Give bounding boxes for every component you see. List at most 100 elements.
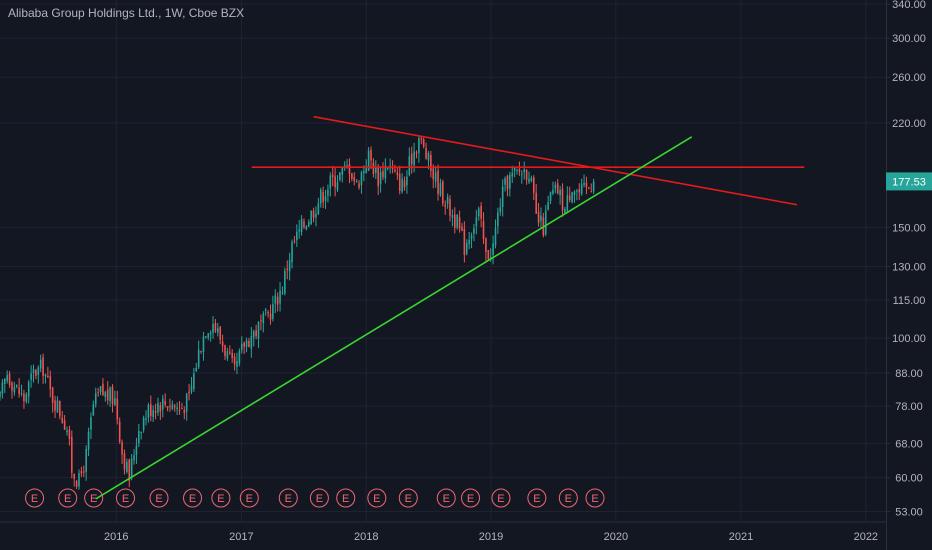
candle (262, 311, 265, 333)
candle-body (578, 189, 581, 193)
candle (375, 160, 377, 179)
candle-body (477, 208, 480, 217)
earnings-badge-label: E (285, 493, 292, 505)
candle (66, 426, 68, 436)
candle-body (327, 189, 329, 196)
candle-body (334, 176, 336, 188)
candle-body (363, 170, 365, 174)
candle (336, 175, 339, 193)
candle (99, 386, 102, 396)
earnings-badge-circle (336, 488, 356, 508)
candle (430, 150, 432, 178)
candle-body (250, 336, 253, 349)
candle (343, 161, 346, 171)
candle-body (23, 393, 25, 402)
earnings-badge-circle (149, 488, 169, 508)
candle-body (480, 205, 482, 219)
candle-body (384, 165, 387, 179)
candle (482, 212, 485, 245)
candle-body (552, 189, 554, 194)
candle-body (217, 328, 219, 333)
candle (504, 176, 506, 192)
candle-body (592, 181, 595, 192)
candle (27, 379, 30, 404)
candle (169, 398, 171, 412)
candle-body (432, 168, 435, 180)
candle-body (317, 203, 320, 215)
candle-body (353, 176, 356, 181)
candle (580, 178, 583, 196)
candle-body (54, 400, 56, 411)
earnings-badge: E (278, 488, 298, 508)
earnings-badge-label: E (316, 493, 323, 505)
candle (228, 345, 231, 356)
earnings-badge-circle (558, 488, 578, 508)
candle (212, 316, 214, 339)
candle (30, 365, 32, 388)
candle-body (408, 156, 411, 176)
candle-body (377, 166, 379, 187)
candle (475, 209, 478, 235)
time-axis-tick-label: 2019 (479, 531, 503, 543)
candle-body (549, 192, 552, 201)
candle-body (80, 471, 83, 474)
candle-body (468, 239, 470, 244)
candle (68, 425, 71, 446)
candle-body (85, 449, 87, 472)
candle-body (485, 238, 487, 253)
candle (351, 172, 353, 182)
candle-body (255, 330, 257, 337)
candle-body (71, 436, 73, 473)
candle (585, 176, 588, 195)
candle (18, 378, 20, 398)
earnings-badge: E (585, 488, 605, 508)
candle-body (499, 207, 502, 213)
candle-body (238, 350, 241, 364)
candle-body (564, 209, 566, 214)
candle-body (61, 417, 64, 423)
candle (446, 193, 449, 209)
candle-body (126, 462, 128, 472)
candle (583, 174, 585, 188)
candle-body (336, 182, 339, 190)
candle-body (135, 445, 138, 456)
candle-body (365, 167, 368, 174)
candle (274, 289, 277, 313)
earnings-badge: E (25, 488, 45, 508)
candle-body (375, 167, 377, 173)
candle (487, 249, 490, 261)
candle-body (37, 367, 40, 375)
candle-body (590, 191, 593, 193)
candle (11, 381, 13, 399)
candle (257, 321, 260, 348)
candle (152, 405, 154, 423)
candle (54, 395, 56, 419)
candle-body (518, 169, 521, 172)
earnings-badge: E (149, 488, 169, 508)
candle-body (63, 420, 66, 430)
candle (566, 186, 569, 214)
candle (3, 377, 6, 394)
candle-body (15, 385, 18, 387)
candle (284, 267, 286, 296)
candle (183, 406, 186, 420)
candle (140, 431, 143, 440)
candle-body (20, 393, 23, 395)
candle (195, 362, 198, 373)
candle-body (315, 213, 317, 218)
candle-body (303, 221, 305, 228)
candle (8, 370, 11, 388)
candle (394, 164, 396, 173)
candle (296, 224, 298, 247)
candle-body (571, 192, 573, 203)
candle-body (176, 407, 178, 410)
candle-body (121, 442, 123, 455)
candle (90, 412, 92, 439)
candle (513, 167, 516, 178)
candle-body (82, 471, 85, 473)
candle (87, 427, 90, 457)
candle (85, 445, 87, 481)
candle-body (509, 174, 511, 189)
